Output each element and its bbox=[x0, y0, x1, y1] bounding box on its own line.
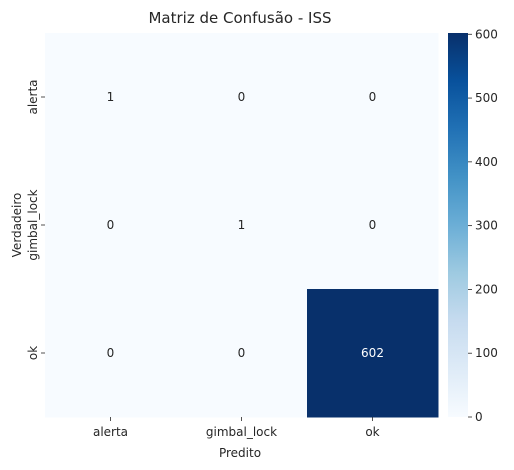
colorbar-ticks: 0 100 200 300 400 500 600 bbox=[468, 27, 498, 424]
heatmap-cell bbox=[176, 161, 308, 290]
colorbar-tick-label: 100 bbox=[475, 346, 498, 360]
heatmap-cell bbox=[45, 161, 177, 290]
x-tick-label: gimbal_lock bbox=[206, 425, 277, 439]
y-tick-label: gimbal_lock bbox=[26, 189, 40, 260]
cell-value-label: 1 bbox=[107, 90, 115, 104]
cell-value-label: 0 bbox=[369, 218, 377, 232]
x-tick-label: ok bbox=[365, 425, 379, 439]
colorbar-tick-label: 500 bbox=[475, 91, 498, 105]
heatmap-cell bbox=[176, 33, 308, 162]
heatmap-cell bbox=[307, 161, 439, 290]
heatmap-cells: 1 0 0 0 1 0 0 0 602 bbox=[45, 33, 439, 418]
y-tick-label: alerta bbox=[26, 79, 40, 114]
x-axis-label: Predito bbox=[219, 446, 261, 460]
cell-value-label: 1 bbox=[238, 218, 246, 232]
x-tick-label: alerta bbox=[93, 425, 128, 439]
cell-value-label: 0 bbox=[369, 90, 377, 104]
colorbar-tick-label: 300 bbox=[475, 219, 498, 233]
heatmap-cell bbox=[176, 289, 308, 418]
heatmap-cell bbox=[45, 33, 177, 162]
heatmap-cell bbox=[307, 289, 439, 418]
x-axis-ticks: alerta gimbal_lock ok bbox=[93, 417, 380, 439]
colorbar bbox=[448, 33, 468, 417]
cell-value-label: 602 bbox=[361, 346, 384, 360]
heatmap-cell bbox=[45, 289, 177, 418]
cell-value-label: 0 bbox=[107, 218, 115, 232]
colorbar-tick-label: 600 bbox=[475, 27, 498, 41]
chart-title: Matriz de Confusão - ISS bbox=[148, 9, 331, 27]
cell-value-label: 0 bbox=[238, 90, 246, 104]
colorbar-tick-label: 400 bbox=[475, 155, 498, 169]
y-tick-label: ok bbox=[26, 346, 40, 360]
y-axis-label: Verdadeiro bbox=[10, 193, 24, 258]
colorbar-tick-label: 0 bbox=[475, 410, 483, 424]
cell-value-label: 0 bbox=[238, 346, 246, 360]
colorbar-tick-label: 200 bbox=[475, 282, 498, 296]
heatmap-cell bbox=[307, 33, 439, 162]
cell-value-label: 0 bbox=[107, 346, 115, 360]
